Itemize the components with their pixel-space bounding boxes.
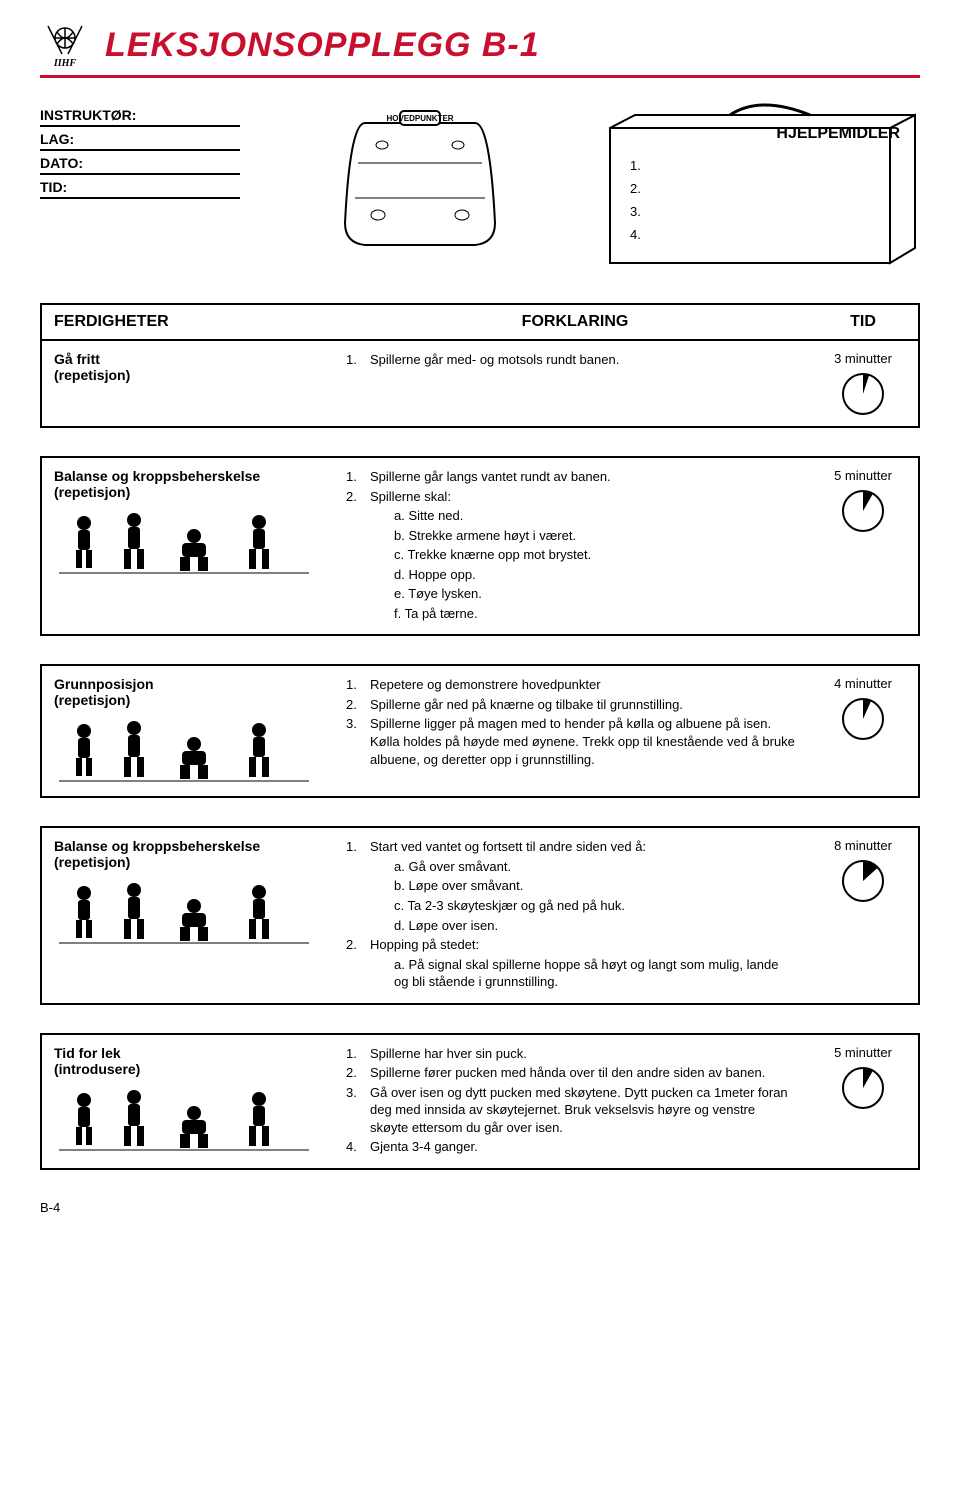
skill-sub: (repetisjon) [54,854,330,870]
explanation-cell: 1.Spillerne går med- og motsols rundt ba… [342,341,808,426]
explanation-line: 1.Spillerne har hver sin puck. [346,1045,796,1063]
page-title: LEKSJONSOPPLEGG B-1 [105,26,540,65]
explanation-cell: 1.Repetere og demonstrere hovedpunkter 2.… [342,666,808,796]
explanation-line: d. Hoppe opp. [346,566,796,584]
lesson-row: Balanse og kroppsbeherskelse (repetisjon… [40,456,920,636]
time-label: 4 minutter [814,676,912,691]
meta-field: INSTRUKTØR: [40,103,240,127]
explanation-line: 2.Spillerne går ned på knærne og tilbake… [346,696,796,714]
lesson-row: Tid for lek (introdusere) 1.Spillerne ha… [40,1033,920,1170]
time-cell: 5 minutter [808,1035,918,1168]
time-cell: 5 minutter [808,458,918,634]
skill-name: Gå fritt [54,351,330,367]
explanation-line: a. På signal skal spillerne hoppe så høy… [346,956,796,991]
clipboard-diagram: HOVEDPUNKTER [270,103,570,253]
time-label: 5 minutter [814,1045,912,1060]
clock-icon [841,859,885,903]
explanation-line: b. Løpe over småvant. [346,877,796,895]
skill-cell: Grunnposisjon (repetisjon) [42,666,342,796]
iihf-logo: IIHF [40,20,90,70]
hjelpe-item: 4. [630,227,641,242]
lesson-row: Gå fritt (repetisjon)1.Spillerne går med… [40,341,920,428]
row-spacer [40,636,920,664]
skill-cell: Balanse og kroppsbeherskelse (repetisjon… [42,458,342,634]
explanation-line: c. Trekke knærne opp mot brystet. [346,546,796,564]
skill-figure [54,1085,330,1155]
hjelpe-item: 3. [630,204,641,219]
explanation-line: c. Ta 2-3 skøyteskjær og gå ned på huk. [346,897,796,915]
clock-icon [841,372,885,416]
time-label: 3 minutter [814,351,912,366]
explanation-line: 1.Repetere og demonstrere hovedpunkter [346,676,796,694]
explanation-line: 1.Start ved vantet og fortsett til andre… [346,838,796,856]
explanation-line: d. Løpe over isen. [346,917,796,935]
explanation-line: 3.Gå over isen og dytt pucken med skøyte… [346,1084,796,1137]
row-spacer [40,428,920,456]
lesson-row: Grunnposisjon (repetisjon) 1.Repetere og… [40,664,920,798]
skill-name: Balanse og kroppsbeherskelse [54,468,330,484]
explanation-line: 3.Spillerne ligger på magen med to hende… [346,715,796,768]
explanation-cell: 1.Spillerne går langs vantet rundt av ba… [342,458,808,634]
time-cell: 4 minutter [808,666,918,796]
skill-figure [54,716,330,786]
explanation-line: 2.Spillerne fører pucken med hånda over … [346,1064,796,1082]
explanation-line: 4.Gjenta 3-4 ganger. [346,1138,796,1156]
skill-cell: Gå fritt (repetisjon) [42,341,342,426]
row-spacer [40,798,920,826]
explanation-line: 2.Hopping på stedet: [346,936,796,954]
clock-icon [841,489,885,533]
time-cell: 3 minutter [808,341,918,426]
equipment-bag: HJELPEMIDLER 1. 2. 3. 4. [600,103,920,273]
page-footer: B-4 [40,1200,920,1215]
meta-fields: INSTRUKTØR:LAG:DATO:TID: [40,103,240,199]
explanation-line: a. Gå over småvant. [346,858,796,876]
skill-sub: (repetisjon) [54,484,330,500]
skill-figure [54,508,330,578]
page-header: IIHF LEKSJONSOPPLEGG B-1 [40,20,920,70]
logo-text: IIHF [53,58,77,69]
time-label: 5 minutter [814,468,912,483]
explanation-line: 1.Spillerne går langs vantet rundt av ba… [346,468,796,486]
meta-row: INSTRUKTØR:LAG:DATO:TID: HOVEDPUNKTER [40,103,920,273]
explanation-cell: 1.Start ved vantet og fortsett til andre… [342,828,808,1002]
hjelpemidler-list: 1. 2. 3. 4. [630,158,641,250]
meta-field: DATO: [40,151,240,175]
title-rule [40,75,920,78]
hjelpemidler-label: HJELPEMIDLER [776,125,900,143]
skill-name: Tid for lek [54,1045,330,1061]
lesson-row: Balanse og kroppsbeherskelse (repetisjon… [40,826,920,1004]
hjelpe-item: 1. [630,158,641,173]
hovedpunkter-label: HOVEDPUNKTER [386,114,453,123]
row-spacer [40,1005,920,1033]
time-label: 8 minutter [814,838,912,853]
explanation-line: e. Tøye lysken. [346,585,796,603]
skill-name: Grunnposisjon [54,676,330,692]
clock-icon [841,1066,885,1110]
th-forklaring: FORKLARING [342,305,808,339]
th-ferdigheter: FERDIGHETER [42,305,342,339]
explanation-line: 2.Spillerne skal: [346,488,796,506]
meta-field: TID: [40,175,240,199]
skill-sub: (repetisjon) [54,367,330,383]
skill-cell: Balanse og kroppsbeherskelse (repetisjon… [42,828,342,1002]
clock-icon [841,697,885,741]
explanation-line: a. Sitte ned. [346,507,796,525]
skill-figure [54,878,330,948]
explanation-cell: 1.Spillerne har hver sin puck.2.Spillern… [342,1035,808,1168]
explanation-line: f. Ta på tærne. [346,605,796,623]
meta-field: LAG: [40,127,240,151]
explanation-line: 1.Spillerne går med- og motsols rundt ba… [346,351,796,369]
hjelpe-item: 2. [630,181,641,196]
time-cell: 8 minutter [808,828,918,1002]
skill-sub: (introdusere) [54,1061,330,1077]
th-tid: TID [808,305,918,339]
table-header: FERDIGHETER FORKLARING TID [40,303,920,341]
explanation-line: b. Strekke armene høyt i været. [346,527,796,545]
skill-name: Balanse og kroppsbeherskelse [54,838,330,854]
skill-sub: (repetisjon) [54,692,330,708]
skill-cell: Tid for lek (introdusere) [42,1035,342,1168]
